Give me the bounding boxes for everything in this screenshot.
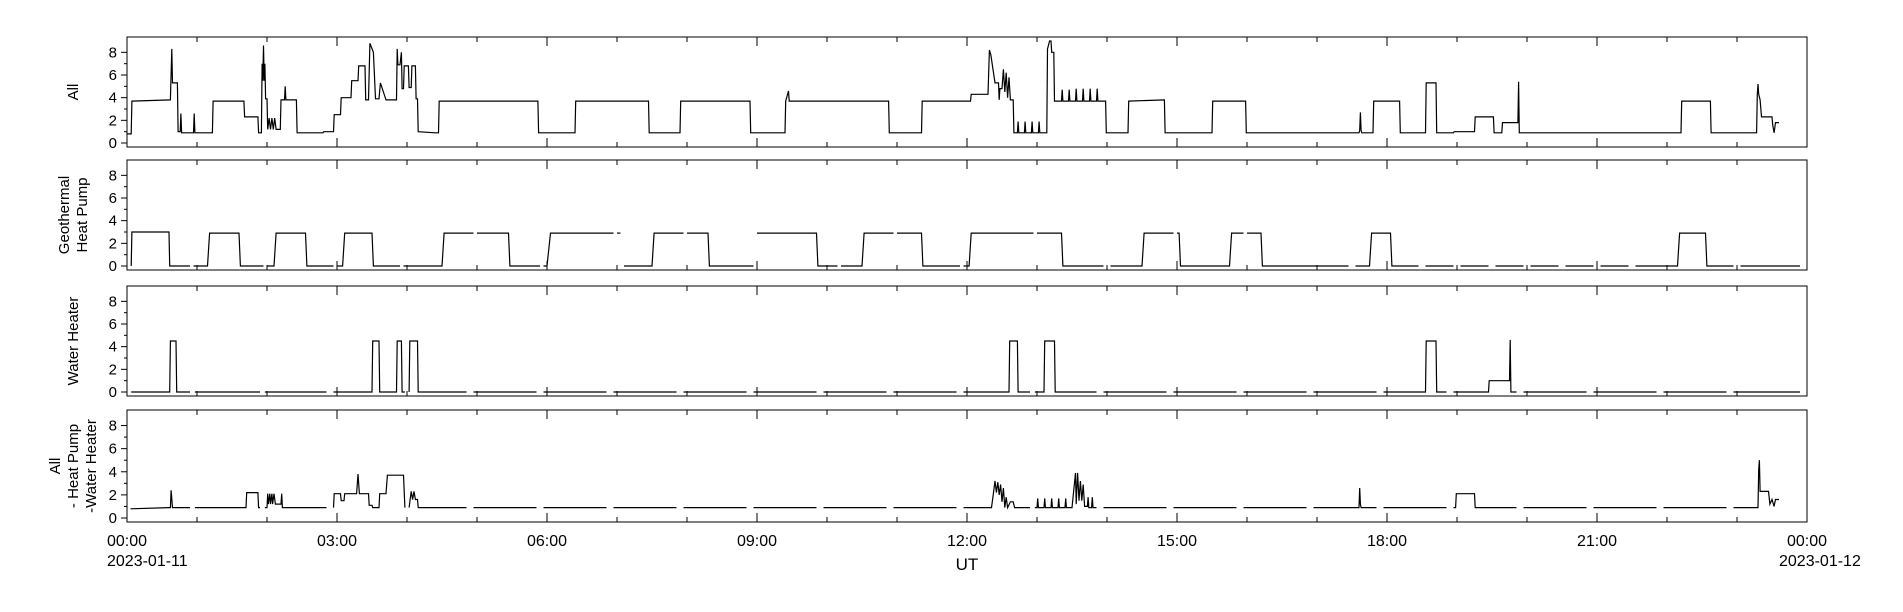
series-line [1453, 339, 1517, 393]
series-line [1034, 340, 1097, 393]
series-line [264, 493, 327, 509]
series-line [332, 474, 406, 509]
x-axis-label: UT [956, 555, 979, 574]
y-tick-label: 0 [109, 258, 117, 275]
series-line [130, 231, 190, 267]
x-tick-label: 18:00 [1367, 533, 1407, 550]
y-tick-label: 4 [109, 464, 117, 481]
y-tick-label: 0 [109, 384, 117, 401]
x-tick-label: 03:00 [317, 533, 357, 550]
series-line [477, 232, 540, 267]
series-line [1383, 340, 1447, 393]
y-tick-label: 6 [109, 67, 117, 84]
y-axis-label: All [65, 84, 82, 101]
y-axis-label: All [47, 458, 64, 475]
series-line [1453, 493, 1517, 509]
series-line [1034, 472, 1097, 509]
y-tick-label: 0 [109, 135, 117, 152]
y-tick-label: 0 [109, 510, 117, 527]
y-tick-label: 6 [109, 441, 117, 458]
series-line [543, 232, 614, 267]
panel-frame [126, 159, 1808, 271]
series-line [757, 232, 838, 267]
x-date-end: 2023-01-12 [1779, 553, 1861, 570]
series-line [1733, 460, 1779, 509]
x-date-start: 2023-01-11 [107, 553, 188, 570]
y-tick-label: 8 [109, 418, 117, 435]
series-line [1247, 232, 1349, 267]
y-tick-label: 4 [109, 339, 117, 356]
series-line [1635, 232, 1734, 267]
y-axis-label: -Water Heater [83, 419, 100, 513]
panel-2: 0 2 4 6 8 Geothermal Heat Pump [56, 159, 1808, 275]
y-tick-label: 4 [109, 90, 117, 107]
series-line [841, 232, 894, 267]
y-tick-label: 8 [109, 293, 117, 310]
y-tick-label: 8 [109, 44, 117, 61]
series-line [897, 232, 960, 267]
series-line [403, 232, 474, 267]
series-line [131, 340, 190, 393]
series-line [333, 340, 405, 393]
y-tick-label: 6 [109, 316, 117, 333]
y-tick-label: 2 [109, 487, 117, 504]
series-line [1110, 232, 1174, 267]
series-line [267, 232, 334, 267]
y-tick-label: 4 [109, 213, 117, 230]
y-axis-label: Heat Pump [74, 177, 91, 252]
x-tick-label: 00:00 [1787, 533, 1827, 550]
x-tick-label: 00:00 [107, 533, 147, 550]
y-axis-label: Geothermal [56, 176, 73, 254]
x-tick-label: 15:00 [1157, 533, 1197, 550]
y-tick-label: 8 [109, 167, 117, 184]
y-tick-label: 2 [109, 112, 117, 129]
y-tick-label: 6 [109, 190, 117, 207]
series-line [408, 340, 467, 393]
y-axis-label: - Heat Pump [65, 424, 82, 508]
series-line [1313, 487, 1377, 509]
y-tick-label: 2 [109, 235, 117, 252]
x-tick-label: 12:00 [947, 533, 987, 550]
series-line [1355, 232, 1419, 267]
panel-1: 0 2 4 6 8 All [65, 36, 1808, 152]
series-line [193, 232, 264, 267]
x-tick-label: 09:00 [737, 533, 777, 550]
series-line [963, 232, 1034, 267]
panel-4: 0 2 4 6 8 All - Heat Pump -Water Heater [47, 409, 1808, 527]
series-line [687, 232, 754, 267]
y-tick-label: 2 [109, 361, 117, 378]
series-line [963, 480, 1030, 510]
series-line [408, 491, 467, 509]
panel-3: 0 2 4 6 8 Water Heater [65, 285, 1808, 401]
series-line [624, 232, 684, 267]
y-axis-label: Water Heater [65, 297, 82, 386]
series-line [337, 232, 400, 267]
series-line [194, 492, 260, 509]
series-line [130, 490, 190, 510]
series-line [963, 340, 1030, 393]
series-line [1037, 232, 1104, 267]
series-line [1177, 232, 1244, 267]
x-tick-label: 06:00 [527, 533, 567, 550]
series-line [127, 40, 1779, 135]
x-tick-label: 21:00 [1577, 533, 1617, 550]
